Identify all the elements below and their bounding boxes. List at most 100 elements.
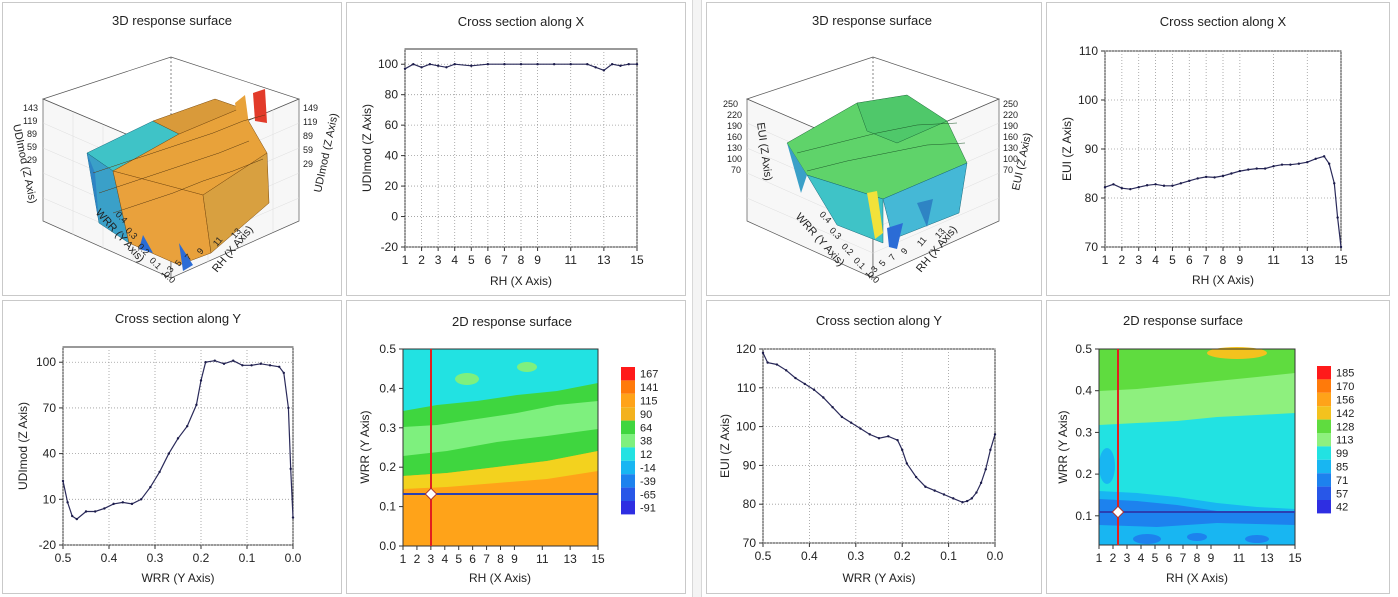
data-point	[627, 63, 630, 66]
data-point	[259, 362, 262, 365]
data-point	[94, 510, 97, 513]
x-tick-label: 13	[597, 253, 611, 267]
data-point	[412, 63, 415, 66]
left-3d-chart[interactable]: 3D response surface	[3, 3, 341, 295]
data-point	[470, 64, 473, 67]
x-tick-label: 6	[1166, 551, 1173, 565]
data-point	[112, 502, 115, 506]
data-point	[952, 497, 955, 500]
y-tick-label: 100	[1078, 93, 1098, 107]
x-axis-label: WRR (Y Axis)	[141, 571, 214, 585]
data-point	[896, 438, 899, 442]
contour-fill	[1099, 347, 1295, 545]
data-point	[785, 369, 788, 372]
right-2d-panel: 2D response surface 1 2 3 4 5 6 7 8 9 11 13 15 0.5 0.…	[1046, 300, 1390, 594]
y-axis-label: EUI (Z Axis)	[718, 414, 732, 478]
chart-title: Cross section along Y	[816, 313, 943, 328]
legend-label: 170	[1336, 381, 1354, 393]
z-left-tick: 100	[727, 154, 742, 164]
x-tick-label: 13	[1301, 253, 1315, 267]
y-tick-label: 0.2	[379, 460, 396, 474]
data-point	[1289, 163, 1292, 166]
x-tick-label: 5	[455, 552, 462, 566]
data-point	[840, 415, 844, 419]
left-2d-panel: 2D response surface 1 2 3 4 5 6 7 8 9 11 13 15 0.5 0.…	[346, 300, 686, 594]
data-point	[436, 64, 440, 67]
x-tick-label: 6	[469, 552, 476, 566]
x-tick-label: 6	[485, 253, 492, 267]
x-tick-label: 3	[1124, 551, 1131, 565]
crosshair-marker[interactable]	[1111, 505, 1125, 519]
left-crossx-chart[interactable]: Cross section along X 1 2 3 4 5 6 7 8 9 11 13 15 100 8…	[347, 3, 685, 295]
right-crossx-panel: Cross section along X 1 2 3 4 5 6 7 8 9 11 13 15 110 1…	[1046, 2, 1390, 296]
x-tick-label: 7	[1180, 551, 1187, 565]
data-point	[167, 452, 170, 455]
data-point	[1179, 182, 1183, 185]
z-right-tick: 130	[1003, 143, 1018, 153]
y-tick-label: 60	[385, 118, 399, 132]
z-right-tick: 119	[303, 117, 317, 127]
data-point	[1120, 187, 1124, 190]
crosshair-marker[interactable]	[424, 487, 438, 501]
data-point	[428, 63, 432, 66]
x-tick-label: 9	[511, 552, 518, 566]
data-point	[1272, 164, 1275, 168]
x-tick-label: 3	[1135, 253, 1142, 267]
data-point	[989, 448, 992, 452]
x-tick-label: 9	[534, 253, 541, 267]
x-tick-label: 15	[1288, 551, 1302, 565]
y-axis-label: WRR (Y Axis)	[358, 410, 372, 483]
z-left-tick: 70	[731, 165, 741, 175]
x-tick-label: 11	[1267, 253, 1280, 267]
data-point	[586, 63, 589, 66]
contour-fill	[403, 349, 598, 546]
z-left-tick: 250	[723, 99, 738, 109]
right-crossy-chart[interactable]: Cross section along Y 0.5 0.4 0.3 0.2 0.1 0.0 1…	[707, 301, 1041, 593]
chart-title: 3D response surface	[812, 13, 932, 28]
x-tick: 9	[899, 246, 910, 256]
right-3d-chart[interactable]: 3D response surface 250 220	[707, 3, 1041, 295]
y-tick-label: 0.2	[1075, 467, 1092, 481]
x-axis-label: WRR (Y Axis)	[842, 571, 915, 585]
x-tick: 13	[229, 226, 243, 240]
data-point	[1204, 175, 1208, 179]
data-point	[1196, 177, 1199, 180]
legend-swatch	[1317, 419, 1331, 433]
legend-label: 42	[1336, 502, 1348, 514]
y-tick-label: 70	[43, 401, 57, 415]
x-tick-label: 4	[1138, 551, 1145, 565]
data-point	[213, 359, 216, 362]
legend-swatch	[621, 420, 635, 434]
y-tick-label: 20	[385, 179, 399, 193]
data-point	[1255, 167, 1258, 170]
y-tick-label: -20	[381, 240, 399, 254]
z-right-tick: 89	[303, 131, 313, 141]
data-point	[1221, 174, 1225, 178]
z-right-tick: 220	[1003, 110, 1018, 120]
legend-swatch	[1317, 406, 1331, 420]
data-point	[519, 63, 523, 66]
legend-swatch	[621, 367, 635, 381]
right-2d-chart[interactable]: 2D response surface 1 2 3 4 5 6 7 8 9 11 13 15 0.5 0.…	[1047, 301, 1389, 593]
y-tick-label: 0.4	[1075, 384, 1092, 398]
split-divider[interactable]	[692, 0, 702, 597]
data-point	[610, 63, 614, 66]
data-point	[486, 63, 490, 66]
data-point	[289, 467, 292, 471]
legend-swatch	[1317, 379, 1331, 393]
data-point	[812, 388, 816, 391]
x-tick-label: 0.0	[987, 549, 1004, 563]
data-point	[158, 470, 161, 474]
data-point	[287, 406, 290, 410]
y-tick-label: 90	[743, 458, 757, 472]
left-2d-chart[interactable]: 2D response surface 1 2 3 4 5 6 7 8 9 11 13 150.50.…	[347, 301, 685, 593]
y-tick-label: 100	[736, 420, 756, 434]
right-crossx-chart[interactable]: Cross section along X 1 2 3 4 5 6 7 8 9 11 13 15 110 1…	[1047, 3, 1389, 295]
left-crossy-chart[interactable]: Cross section along Y 0.5 0.4 0.3 0.2 0.1 0.0 1…	[3, 301, 341, 593]
x-tick-label: 3	[428, 552, 435, 566]
data-point	[552, 63, 556, 66]
x-tick-label: 2	[1110, 551, 1117, 565]
data-point	[761, 351, 765, 355]
y-tick-label: 70	[1085, 240, 1099, 254]
data-point	[250, 364, 253, 367]
